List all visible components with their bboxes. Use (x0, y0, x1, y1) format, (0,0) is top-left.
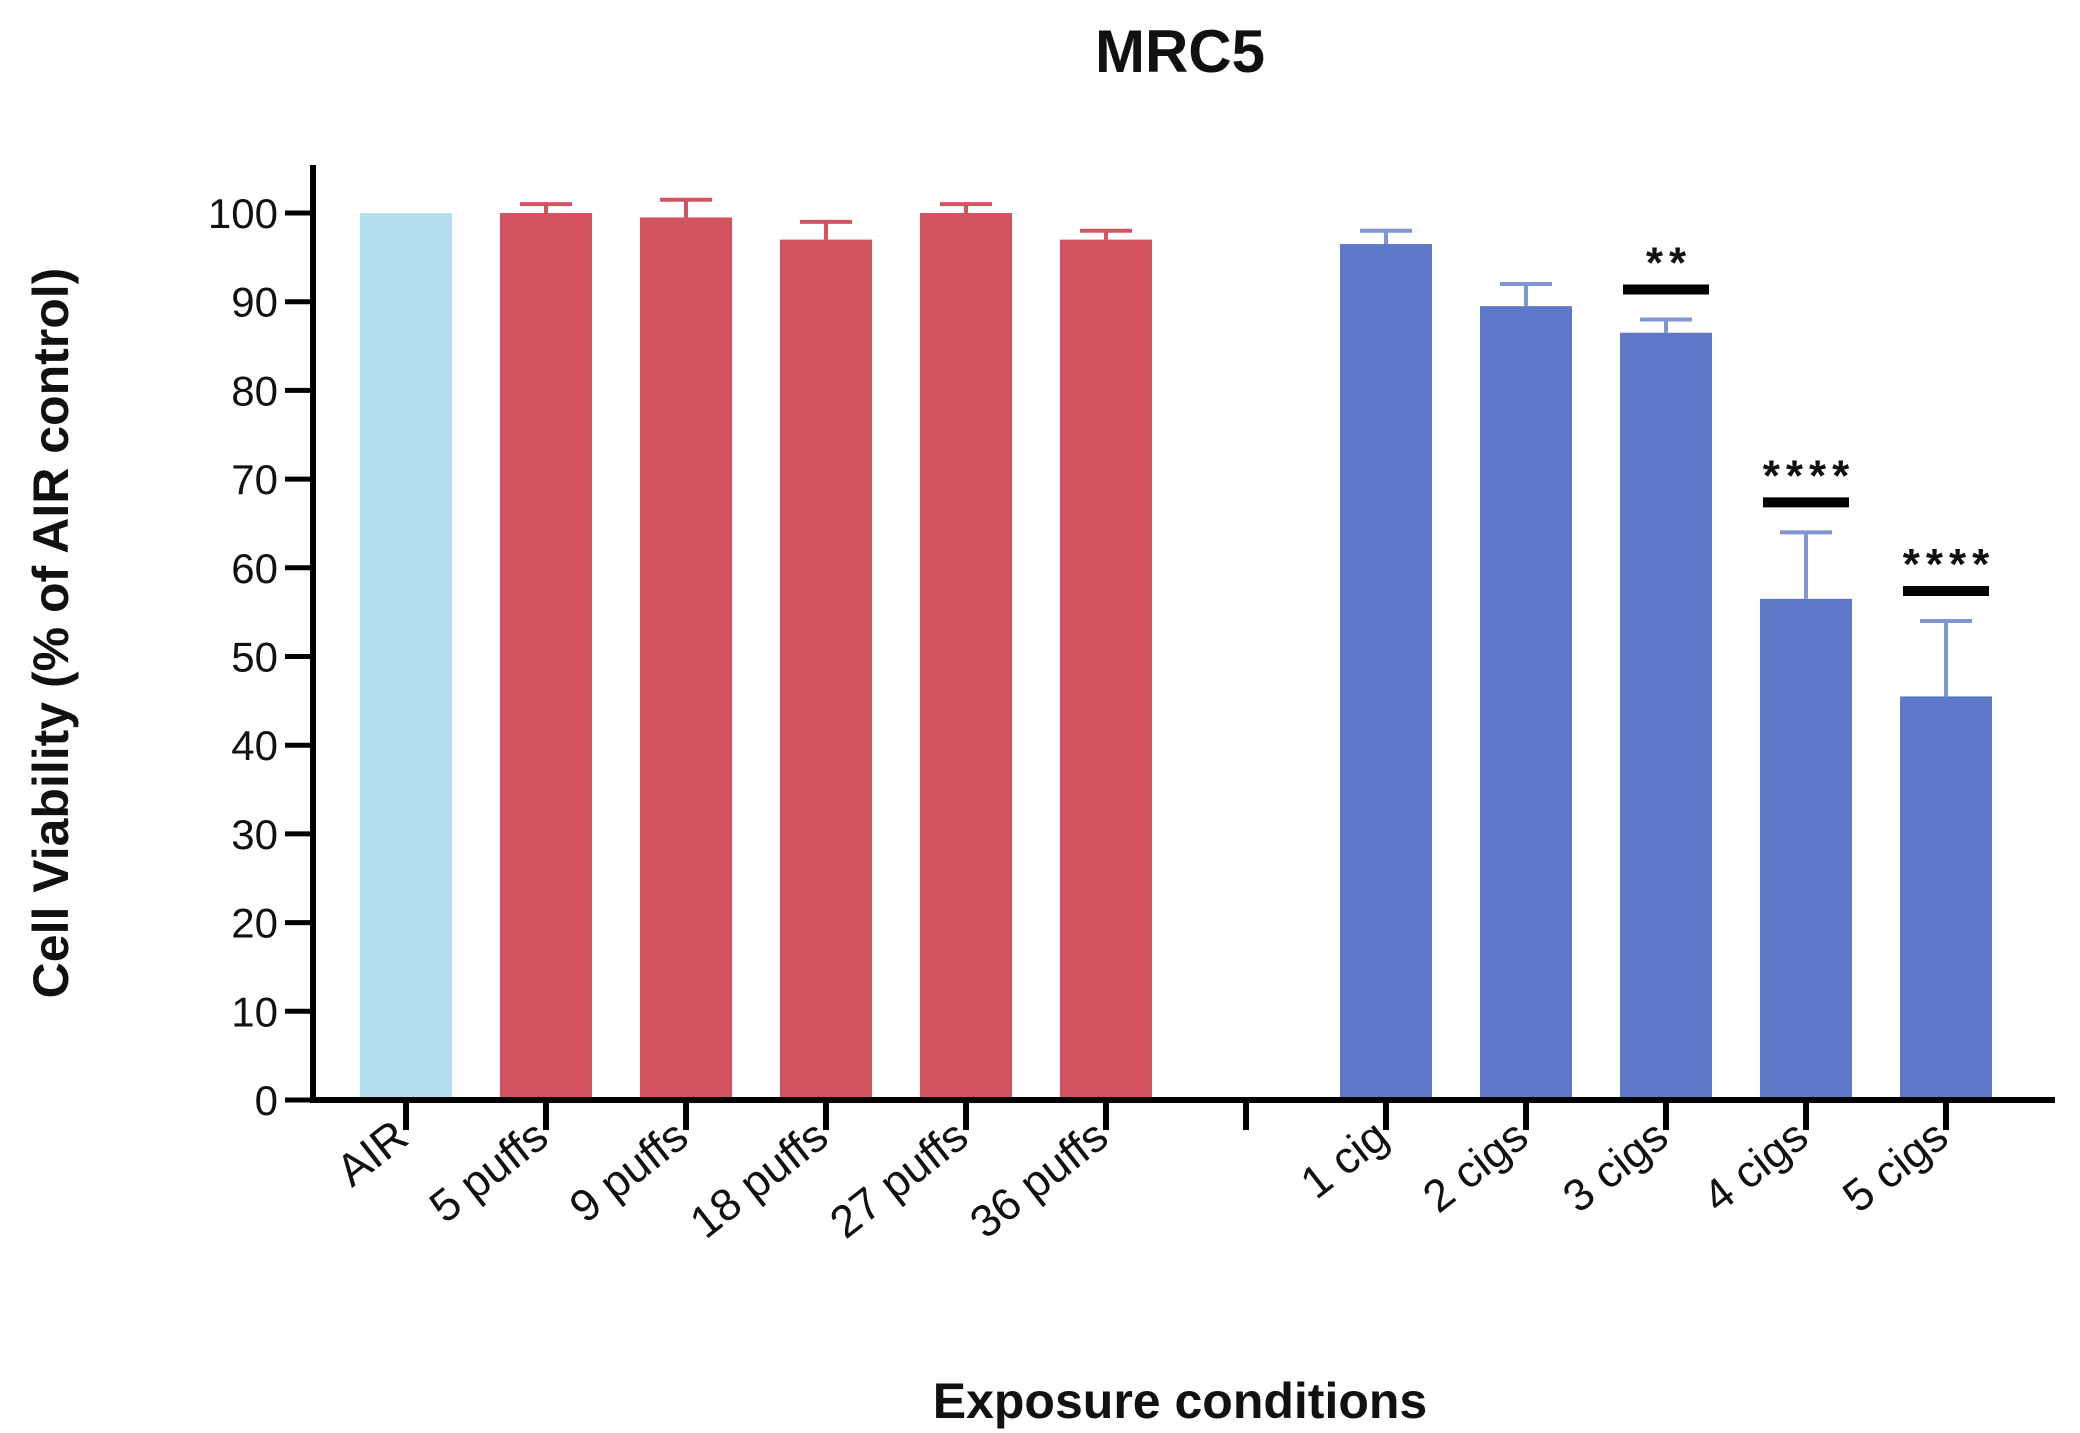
y-tick-label-0: 0 (255, 1077, 278, 1124)
bar-10 (1900, 696, 1992, 1100)
category-label-3: 18 puffs (680, 1110, 837, 1248)
significance-label-10: **** (1903, 540, 1996, 589)
bar-9 (1760, 598, 1852, 1100)
category-label-8: 3 cigs (1553, 1110, 1677, 1223)
y-tick-label-1: 10 (231, 988, 278, 1035)
x-axis-label: Exposure conditions (933, 1373, 1428, 1429)
bar-6 (1340, 244, 1432, 1101)
bar-8 (1620, 332, 1712, 1100)
y-tick-label-9: 90 (231, 279, 278, 326)
significance-label-9: **** (1763, 451, 1856, 500)
bar-2 (640, 217, 732, 1100)
bar-0 (360, 213, 452, 1100)
y-tick-label-10: 100 (208, 190, 278, 237)
y-tick-label-8: 80 (231, 367, 278, 414)
category-label-10: 5 cigs (1833, 1110, 1957, 1223)
y-tick-label-7: 70 (231, 456, 278, 503)
bar-1 (500, 213, 592, 1100)
y-tick-label-3: 30 (231, 811, 278, 858)
chart-title: MRC5 (1095, 18, 1265, 85)
y-tick-label-6: 60 (231, 545, 278, 592)
category-label-4: 27 puffs (820, 1110, 977, 1248)
y-tick-label-2: 20 (231, 900, 278, 947)
category-label-9: 4 cigs (1693, 1110, 1817, 1223)
bar-5 (1060, 239, 1152, 1101)
bar-4 (920, 213, 1012, 1100)
category-label-2: 9 puffs (560, 1110, 697, 1233)
category-label-6: 1 cig (1291, 1110, 1397, 1209)
bar-3 (780, 239, 872, 1101)
bar-7 (1480, 306, 1572, 1100)
y-tick-label-5: 50 (231, 634, 278, 681)
category-label-1: 5 puffs (420, 1110, 557, 1233)
y-tick-label-4: 40 (231, 722, 278, 769)
significance-label-8: ** (1646, 238, 1692, 287)
category-label-7: 2 cigs (1413, 1110, 1537, 1223)
y-axis-label: Cell Viability (% of AIR control) (23, 268, 79, 999)
category-label-5: 36 puffs (960, 1110, 1117, 1248)
